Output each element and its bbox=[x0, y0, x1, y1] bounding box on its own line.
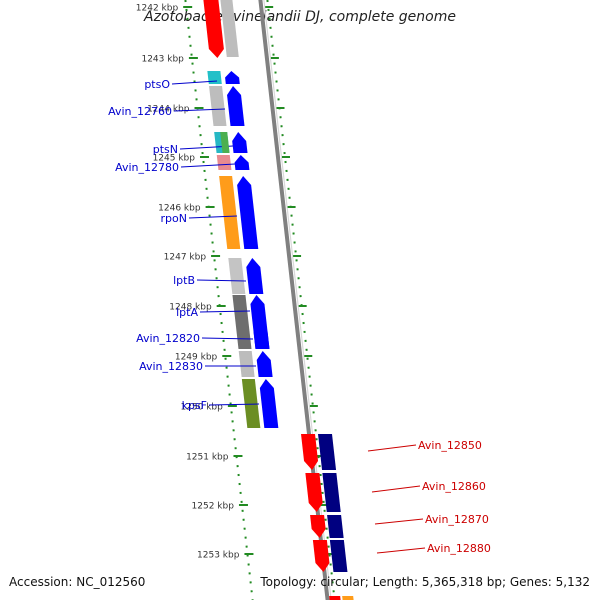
tick-label: 1244 kbp bbox=[147, 105, 190, 115]
gene-partial-top-red bbox=[203, 0, 224, 58]
gene-label: rpoN bbox=[161, 212, 187, 225]
gene-label: Avin_12760 bbox=[108, 105, 172, 118]
gene-cog-block bbox=[209, 86, 227, 126]
gene-label: Avin_12780 bbox=[115, 161, 179, 174]
gene-cog-block bbox=[241, 379, 261, 428]
gene-label-leader bbox=[371, 485, 421, 493]
gene-cog-block bbox=[232, 295, 252, 349]
gene-arrow-reverse bbox=[301, 434, 319, 470]
gene-cog-block-split bbox=[220, 132, 230, 153]
accession-label: Accession: NC_012560 bbox=[9, 575, 146, 589]
gene-arrow-forward bbox=[227, 86, 245, 126]
gene-cog-block bbox=[322, 473, 341, 512]
backbone-highlight bbox=[263, 0, 332, 600]
gene-label: ptsN bbox=[153, 143, 178, 156]
gene-arrow-reverse bbox=[310, 515, 326, 538]
tick-label: 1250 kbp bbox=[180, 403, 223, 413]
tick-label: 1245 kbp bbox=[153, 154, 196, 164]
gene-arrow-forward bbox=[259, 379, 279, 428]
gene-label: Avin_12820 bbox=[136, 332, 200, 345]
gene-cog-block bbox=[216, 155, 232, 170]
gene-label-leader bbox=[196, 279, 247, 282]
gene-arrow-forward bbox=[234, 155, 250, 170]
gene-label-leader bbox=[367, 444, 417, 452]
dotted-ruler-line bbox=[184, 0, 254, 600]
gene-cog-block bbox=[318, 434, 337, 470]
top-partial-genes bbox=[203, 0, 354, 600]
tick-label: 1251 kbp bbox=[186, 453, 229, 463]
gene-label-leader bbox=[208, 403, 260, 406]
tick-label: 1253 kbp bbox=[197, 551, 240, 561]
gene-cog-block bbox=[228, 258, 246, 294]
gene-label: Avin_12850 bbox=[418, 439, 482, 452]
gene-label: kpsF bbox=[182, 399, 207, 412]
gene-label-leader bbox=[173, 108, 226, 112]
gene-arrow-forward bbox=[253, 322, 270, 349]
gene-arrow-forward bbox=[246, 258, 264, 294]
gene-cog-block bbox=[219, 176, 241, 249]
gene-label-leader bbox=[180, 163, 236, 168]
ruler-dotted-lines bbox=[184, 0, 336, 600]
backbone-line bbox=[258, 0, 330, 600]
topology-label: Topology: circular; Length: 5,365,318 bp… bbox=[260, 575, 590, 589]
gene-label-leader bbox=[374, 518, 424, 525]
gene-label: lptB bbox=[173, 274, 195, 287]
gene-arrow-reverse bbox=[305, 473, 323, 512]
gene-label-leader bbox=[199, 310, 251, 313]
tick-label: 1247 kbp bbox=[164, 253, 207, 263]
gene-cog-block bbox=[238, 351, 255, 377]
forward-strand-genes: ptsO Avin_12760 ptsN Avin_12780 rpoN lptB lptA… bbox=[108, 71, 279, 428]
tick-label: 1252 kbp bbox=[192, 502, 235, 512]
gene-label-leader bbox=[188, 215, 238, 219]
gene-partial-bottom-red bbox=[329, 596, 341, 600]
gene-label: Avin_12830 bbox=[139, 360, 203, 373]
gene-cog-block bbox=[329, 540, 348, 572]
gene-arrow-forward bbox=[232, 132, 248, 153]
tick-label: 1243 kbp bbox=[141, 55, 184, 65]
gene-label: Avin_12870 bbox=[425, 513, 489, 526]
gene-partial-bottom-orange bbox=[342, 596, 354, 600]
tick-label: 1249 kbp bbox=[175, 353, 218, 363]
gene-arrow-forward bbox=[237, 176, 259, 249]
gene-partial-top-gray bbox=[220, 0, 239, 57]
tick-label: 1242 kbp bbox=[136, 4, 179, 14]
gene-arrow-reverse bbox=[312, 540, 330, 572]
reverse-strand-genes: Avin_12850 Avin_12860 Avin_12870 Avin_12880 bbox=[301, 434, 491, 572]
gene-cog-block bbox=[327, 515, 344, 538]
tick-label: 1248 kbp bbox=[169, 303, 212, 313]
gene-label-leader bbox=[171, 80, 218, 85]
kbp-ruler: 1242 kbp 1243 kbp 1244 kbp 1245 kbp 1246 kbp… bbox=[136, 4, 335, 561]
gene-label: lptA bbox=[176, 306, 198, 319]
tick-label: 1246 kbp bbox=[158, 204, 201, 214]
gene-label: Avin_12860 bbox=[422, 480, 486, 493]
gene-label: ptsO bbox=[144, 78, 170, 91]
gene-label-leader bbox=[376, 547, 426, 554]
gene-arrow-forward bbox=[256, 351, 273, 377]
gene-cog-block bbox=[207, 71, 222, 84]
dotted-ruler-line bbox=[266, 0, 336, 600]
gene-arrow-forward bbox=[225, 71, 240, 84]
genome-backbone bbox=[258, 0, 332, 600]
gene-label: Avin_12880 bbox=[427, 542, 491, 555]
gene-label-leader bbox=[201, 337, 254, 340]
